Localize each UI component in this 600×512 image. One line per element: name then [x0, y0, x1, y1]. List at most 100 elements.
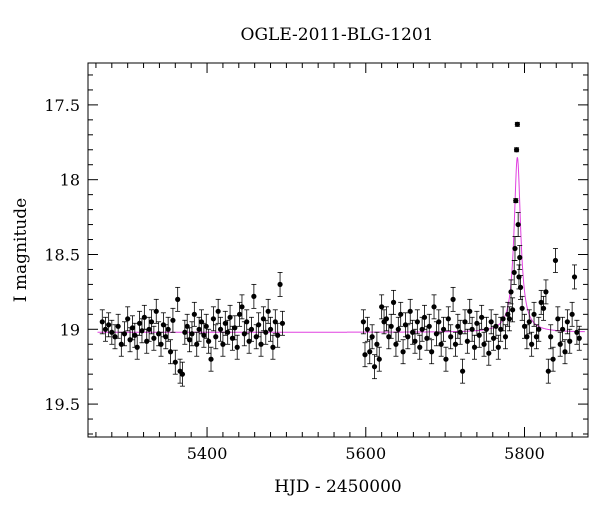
point-marker	[275, 332, 281, 338]
point-marker	[476, 332, 482, 338]
point-marker	[536, 326, 542, 332]
x-tick-label: 5400	[187, 444, 228, 463]
data-point	[555, 306, 561, 332]
data-point	[493, 313, 499, 339]
data-point	[429, 339, 435, 365]
data-point	[374, 331, 380, 357]
data-point	[256, 312, 262, 338]
data-point	[398, 301, 404, 327]
data-point	[469, 316, 475, 342]
data-point	[141, 304, 147, 330]
data-point	[203, 313, 209, 339]
data-point	[189, 321, 195, 347]
point-marker	[574, 329, 580, 335]
data-point	[220, 331, 226, 357]
data-point	[536, 316, 542, 342]
point-marker	[524, 334, 530, 340]
data-point	[153, 298, 159, 324]
data-point	[395, 316, 401, 342]
data-point	[483, 316, 490, 342]
point-marker	[538, 299, 544, 305]
data-point	[371, 354, 378, 380]
point-marker	[234, 344, 240, 350]
point-marker	[493, 323, 499, 329]
data-point	[513, 198, 519, 204]
point-marker	[469, 326, 475, 332]
point-marker	[417, 344, 423, 350]
data-point	[412, 328, 418, 354]
data-point	[462, 309, 468, 335]
point-marker	[172, 359, 178, 365]
point-marker	[203, 323, 209, 329]
data-point	[510, 297, 516, 323]
data-point	[279, 310, 286, 336]
data-point	[500, 306, 506, 332]
data-point	[267, 316, 274, 342]
point-marker	[134, 344, 140, 350]
data-point	[191, 301, 197, 327]
data-point	[443, 346, 449, 372]
point-marker	[146, 326, 152, 332]
point-marker	[163, 334, 169, 340]
point-marker	[196, 326, 202, 332]
point-marker	[215, 308, 221, 314]
data-point	[560, 316, 566, 342]
data-point	[151, 325, 157, 351]
point-marker	[371, 364, 378, 370]
data-point	[514, 121, 520, 127]
point-marker	[515, 221, 521, 228]
data-point	[186, 327, 193, 353]
data-point	[407, 298, 413, 324]
y-tick-label: 18.5	[44, 245, 80, 264]
data-point	[464, 328, 470, 354]
point-marker	[194, 341, 200, 347]
point-marker	[379, 304, 385, 310]
data-point	[225, 319, 231, 345]
data-point	[367, 339, 373, 365]
point-marker	[529, 341, 535, 347]
data-point	[208, 346, 214, 372]
data-point	[265, 298, 271, 324]
data-point	[393, 331, 399, 357]
point-marker	[227, 314, 233, 320]
point-marker	[550, 356, 556, 362]
point-marker	[502, 334, 509, 340]
point-marker	[526, 319, 532, 325]
data-point	[248, 316, 255, 342]
data-point	[360, 309, 366, 335]
point-marker	[519, 305, 525, 311]
point-marker	[265, 308, 271, 314]
data-point	[405, 324, 411, 350]
data-point	[445, 306, 451, 332]
model-curve-layer	[97, 157, 585, 333]
point-marker	[513, 147, 520, 153]
point-marker	[471, 344, 478, 350]
point-marker	[248, 326, 255, 332]
point-marker	[512, 245, 518, 252]
data-point	[421, 304, 428, 330]
data-point	[488, 309, 494, 335]
data-point	[576, 325, 582, 351]
data-point	[506, 306, 513, 332]
data-point	[571, 264, 578, 290]
data-point	[260, 306, 266, 332]
point-marker	[548, 334, 554, 340]
point-marker	[125, 316, 131, 322]
tick-labels: 5400 5600 5800 17.5 18 18.5 19 19.5	[44, 96, 544, 463]
data-point	[460, 358, 466, 384]
data-point	[548, 324, 554, 350]
data-point	[524, 324, 530, 350]
data-point	[495, 334, 501, 360]
data-point	[362, 342, 368, 368]
point-marker	[129, 325, 136, 331]
data-point	[232, 315, 238, 341]
point-marker	[533, 334, 540, 340]
point-marker	[232, 325, 238, 331]
point-marker	[121, 331, 128, 337]
data-point	[467, 298, 473, 324]
data-point	[165, 316, 171, 342]
point-marker	[398, 311, 404, 317]
point-marker	[220, 341, 226, 347]
point-marker	[369, 334, 375, 340]
data-point	[217, 316, 224, 342]
